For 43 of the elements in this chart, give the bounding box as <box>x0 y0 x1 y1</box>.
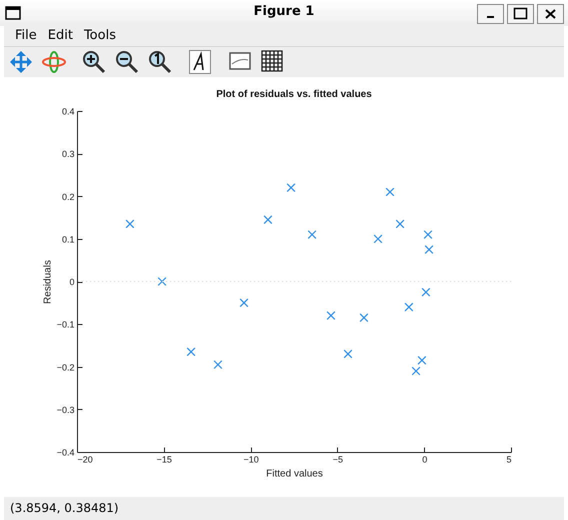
y-axis-title: Residuals <box>42 260 54 304</box>
point <box>386 188 394 196</box>
point <box>344 349 352 358</box>
y-tick-label: −0.1 <box>56 320 74 330</box>
text: Tools <box>84 28 116 43</box>
y-tick-label: −0.2 <box>56 362 74 372</box>
point <box>213 360 222 370</box>
point <box>424 230 432 240</box>
y-tick-label: 0.3 <box>62 149 74 160</box>
text: (3.8594, 0.38481) <box>10 501 119 515</box>
point <box>263 215 272 224</box>
point <box>421 288 430 297</box>
text: File <box>15 28 37 43</box>
y-tick-label: −0.4 <box>56 448 74 458</box>
text: Edit <box>48 28 73 43</box>
point <box>308 230 317 240</box>
point <box>374 234 382 244</box>
x-tick-label: 5 <box>506 454 512 464</box>
x-tick-label: −10 <box>243 454 259 464</box>
point <box>412 366 421 376</box>
x-tick-label: −5 <box>332 454 344 464</box>
y-tick-label: −0.3 <box>56 404 74 415</box>
point <box>158 277 167 286</box>
x-axis-title: Fitted values <box>266 468 323 480</box>
caption: Figure 1 <box>252 4 316 19</box>
x-tick-label: 0 <box>422 454 428 464</box>
point <box>417 356 426 365</box>
point <box>125 219 134 228</box>
point <box>326 311 336 320</box>
chart-title: Plot of residuals vs. fitted values <box>216 89 372 100</box>
y-tick-label: 0.1 <box>62 234 74 244</box>
x-tick-label: −15 <box>156 454 172 464</box>
point <box>186 347 196 356</box>
y-tick-label: 0 <box>69 277 74 287</box>
point <box>404 302 414 312</box>
x-tick-label: −20 <box>78 454 93 464</box>
point <box>240 298 248 308</box>
y-tick-label: 0.2 <box>62 192 74 202</box>
point <box>424 245 434 254</box>
point <box>396 219 405 228</box>
y-tick-label: 0.4 <box>62 106 74 116</box>
point <box>359 313 368 322</box>
point <box>286 183 296 192</box>
